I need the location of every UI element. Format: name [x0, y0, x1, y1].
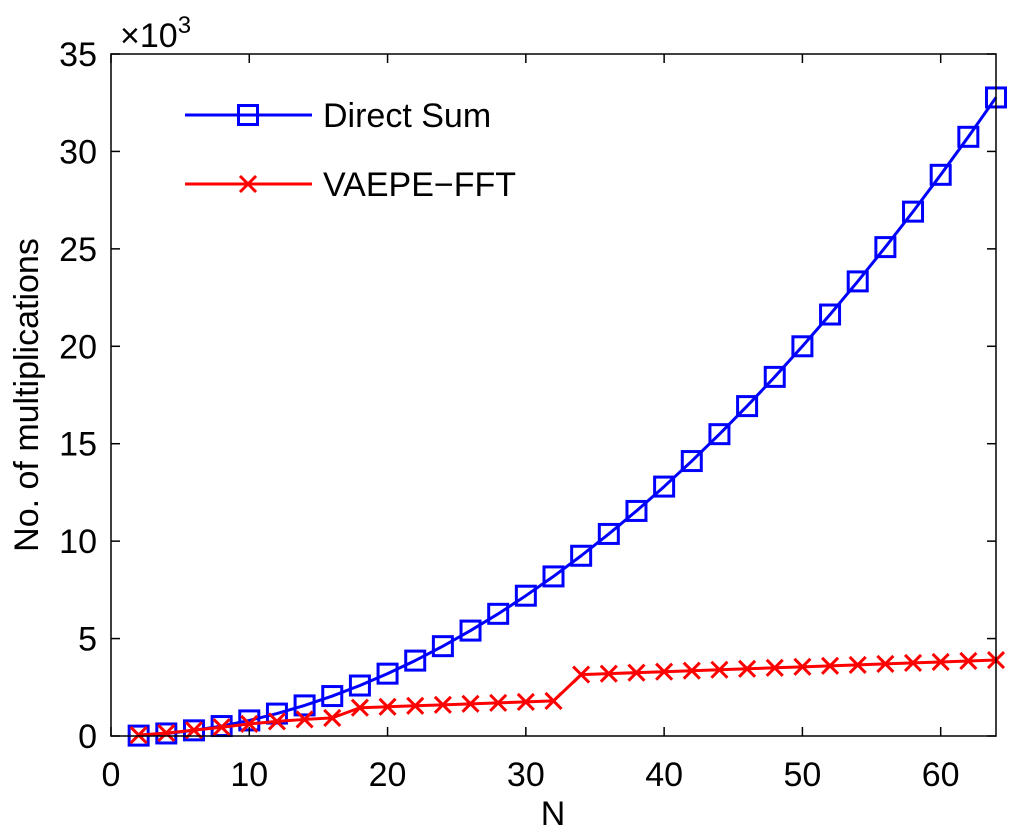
square-marker: [459, 619, 482, 642]
square-marker: [293, 694, 316, 717]
x-marker: [378, 697, 397, 716]
x-tick-label: 10: [230, 756, 268, 794]
square-marker: [819, 303, 842, 326]
axis-ticks: [110, 53, 996, 737]
y-tick-label: 20: [59, 328, 97, 366]
x-tick-label: 20: [369, 756, 407, 794]
x-marker: [655, 662, 674, 681]
square-marker: [321, 685, 344, 708]
plot-marks: [127, 86, 1007, 747]
x-marker: [129, 725, 148, 745]
y-tick-label: 25: [59, 231, 97, 269]
legend: Direct Sum VAEPE−FFT: [185, 97, 516, 204]
square-marker: [763, 365, 786, 388]
square-marker: [625, 499, 648, 522]
x-marker: [765, 658, 784, 677]
legend-item: VAEPE−FFT: [185, 166, 516, 204]
x-marker: [572, 665, 591, 684]
series-line: [138, 658, 997, 737]
x-marker: [682, 661, 701, 680]
x-marker: [350, 698, 369, 717]
x-tick-label: 50: [783, 756, 821, 794]
square-marker: [902, 200, 925, 223]
x-tick-label: 0: [102, 756, 121, 794]
x-tick-label: 30: [507, 756, 545, 794]
x-marker: [931, 652, 950, 672]
square-marker: [874, 236, 897, 259]
x-tick-label: 60: [922, 756, 960, 794]
x-marker: [238, 174, 258, 194]
x-marker: [295, 710, 314, 729]
square-marker: [570, 544, 593, 567]
square-marker: [653, 475, 676, 498]
plot-frame: [110, 53, 997, 737]
square-marker: [431, 635, 454, 658]
legend-label: Direct Sum: [323, 97, 491, 135]
square-marker: [237, 104, 259, 126]
x-marker: [433, 695, 452, 714]
x-marker: [959, 651, 978, 671]
x-marker: [461, 694, 480, 713]
y-axis-label: No. of multiplications: [8, 238, 46, 552]
x-marker: [267, 712, 286, 731]
x-marker: [627, 663, 646, 682]
square-marker: [376, 662, 399, 685]
square-marker: [404, 649, 427, 672]
x-marker: [903, 653, 923, 672]
legend-item: Direct Sum: [185, 97, 491, 135]
square-marker: [542, 565, 565, 588]
x-marker: [489, 693, 508, 712]
y-multiplier-exponent: 3: [178, 12, 191, 39]
x-marker: [793, 657, 812, 676]
x-marker: [821, 656, 840, 675]
x-marker: [876, 654, 895, 673]
series-vaepe-fft: [129, 650, 1006, 745]
y-tick-label: 35: [59, 36, 97, 74]
square-marker: [929, 163, 952, 186]
x-tick-label: 40: [645, 756, 683, 794]
y-tick-label: 10: [59, 523, 97, 561]
x-marker: [406, 696, 425, 715]
square-marker: [514, 584, 537, 607]
x-marker: [848, 655, 867, 674]
y-tick-label: 30: [59, 133, 97, 171]
y-tick-label: 5: [78, 621, 97, 659]
x-axis-label: N: [541, 795, 566, 831]
x-marker: [710, 660, 729, 679]
series-direct-sum: [127, 86, 1007, 747]
square-marker: [736, 395, 759, 418]
x-marker: [212, 718, 231, 737]
square-marker: [708, 423, 731, 446]
legend-label: VAEPE−FFT: [323, 166, 516, 204]
square-marker: [791, 335, 814, 358]
x-marker: [544, 691, 563, 710]
tick-labels: 0 10 20 30 40 50 60 0 5 10 15 20 25 30 35: [59, 36, 959, 794]
y-tick-label: 15: [59, 426, 97, 464]
square-marker: [348, 674, 371, 697]
square-marker: [487, 602, 510, 625]
x-marker: [599, 664, 618, 683]
x-marker: [323, 708, 342, 727]
square-marker: [957, 125, 980, 148]
square-marker: [680, 450, 703, 473]
square-marker: [597, 522, 620, 545]
x-marker: [516, 692, 535, 711]
y-tick-label: 0: [78, 718, 97, 756]
x-marker: [240, 714, 259, 733]
y-multiplier: ×103: [120, 12, 191, 55]
x-marker: [157, 724, 176, 743]
square-marker: [846, 270, 869, 293]
y-multiplier-base: ×10: [120, 17, 178, 55]
x-marker: [738, 659, 757, 678]
series-line: [138, 96, 998, 738]
